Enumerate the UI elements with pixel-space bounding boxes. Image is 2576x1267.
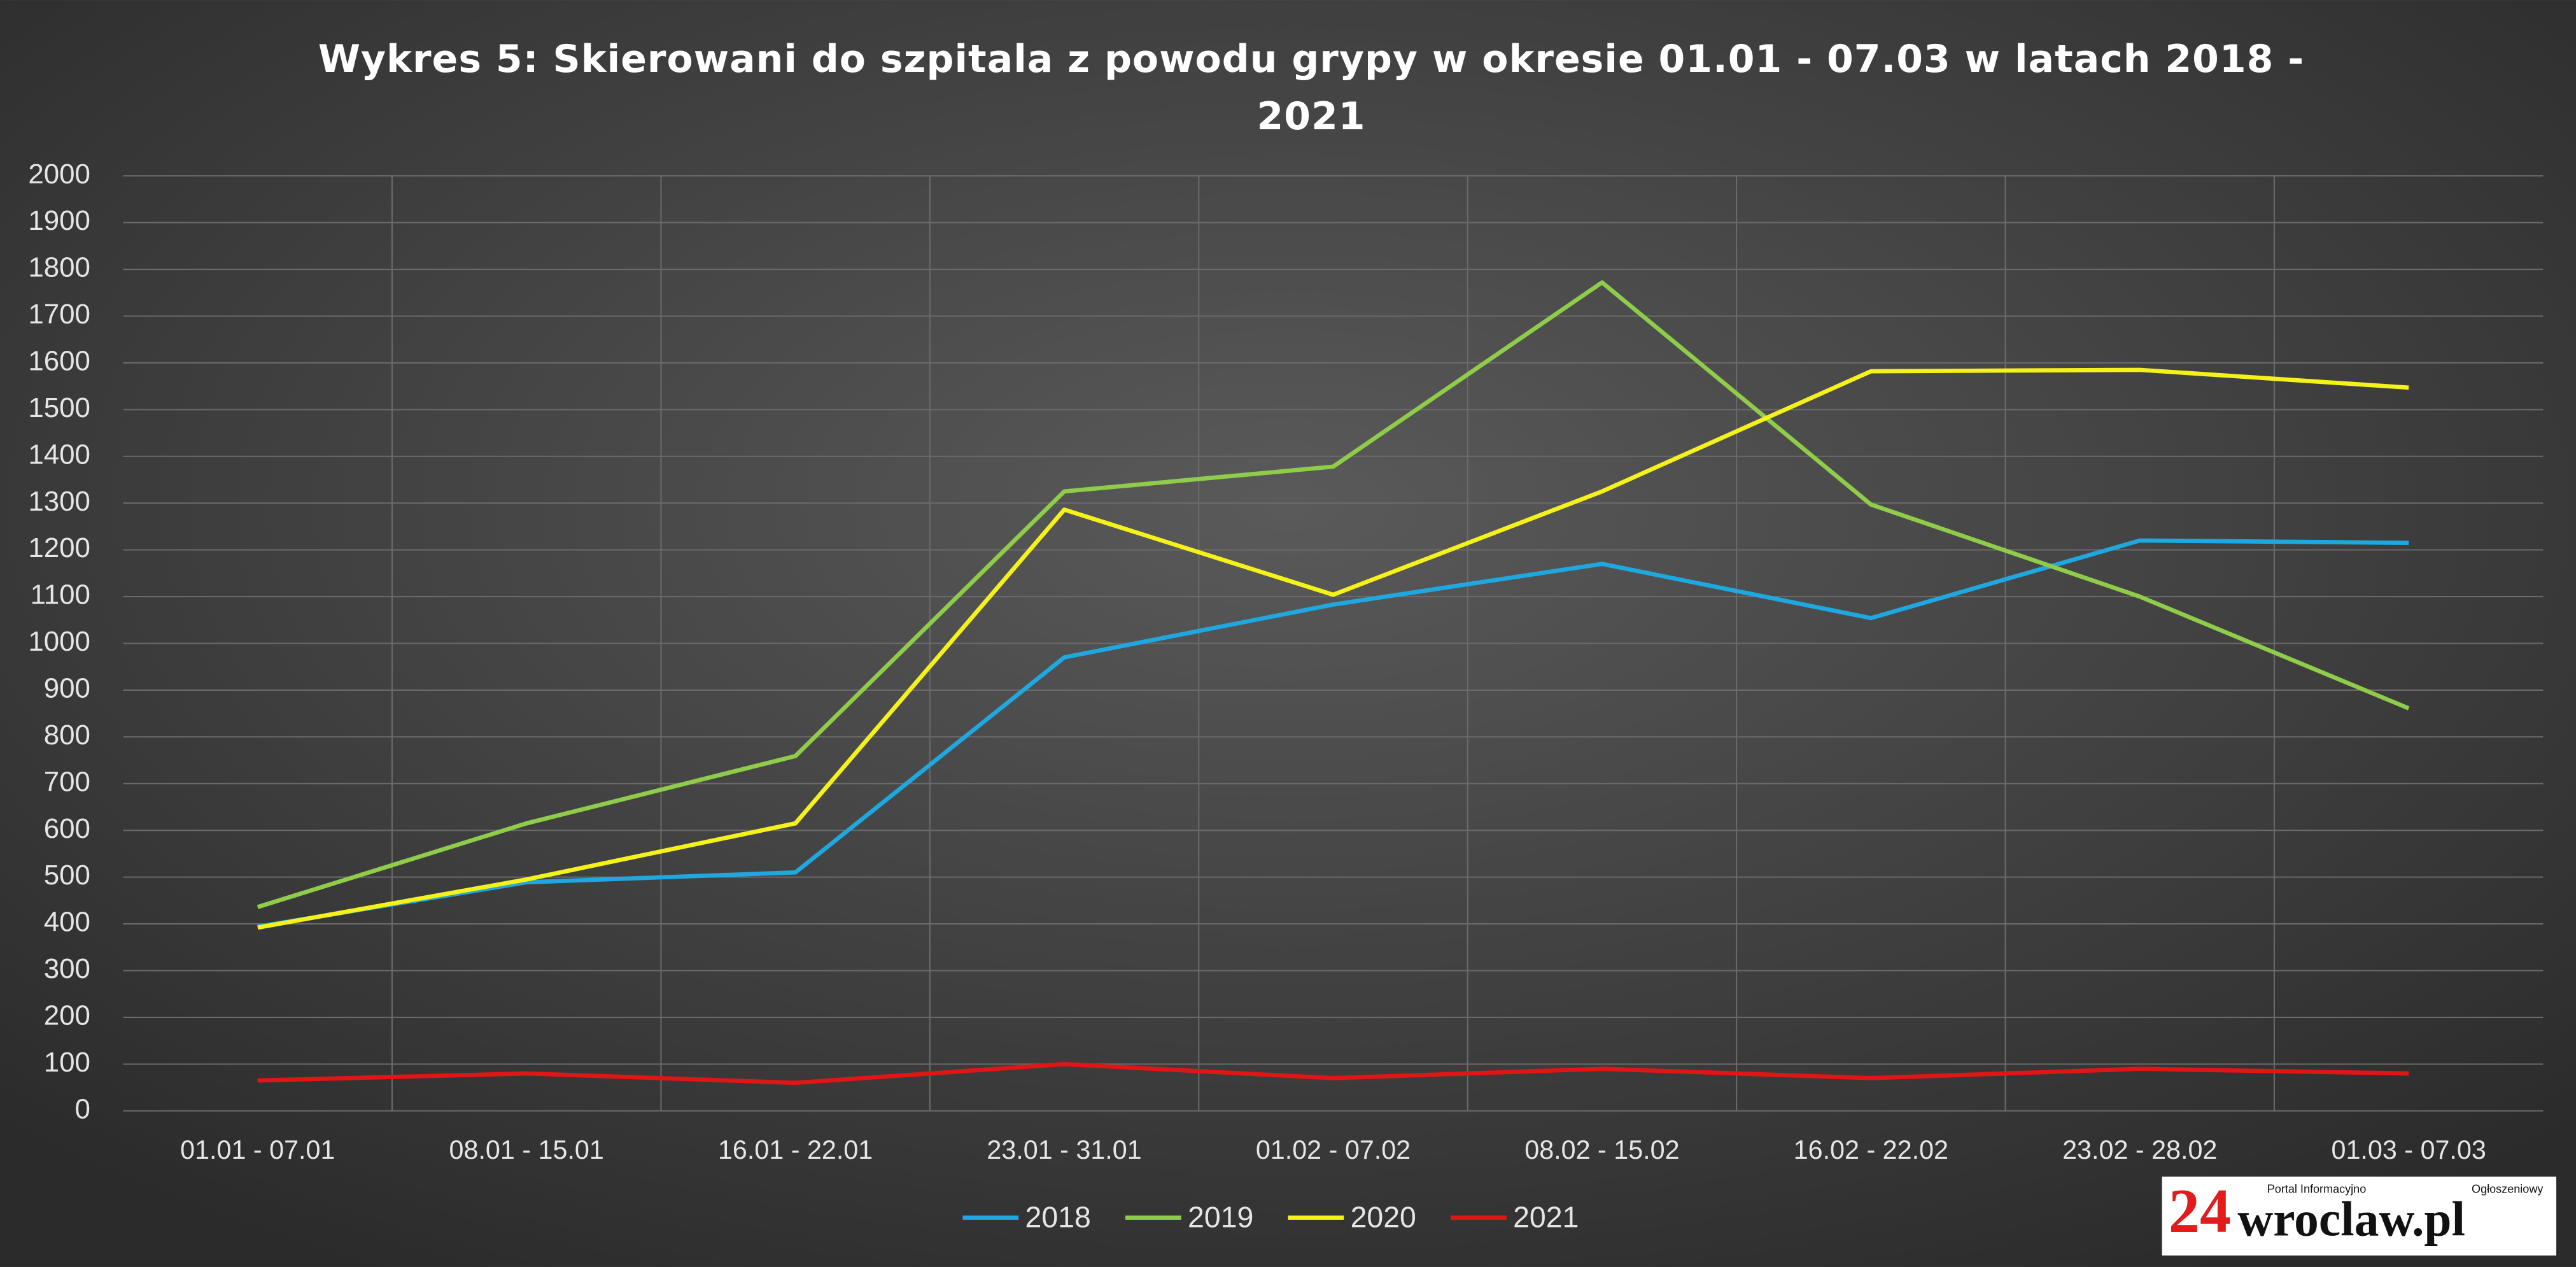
y-tick-label: 2000 <box>28 159 90 190</box>
y-tick-label: 800 <box>44 719 90 751</box>
series-line <box>257 367 2409 930</box>
y-tick-label: 1600 <box>28 346 90 377</box>
logo-name: wroclaw.pl <box>2237 1192 2465 1247</box>
y-tick-label: 1800 <box>28 252 90 283</box>
x-tick-label: 01.01 - 07.01 <box>180 1135 335 1164</box>
logo: 24 wroclaw.pl Portal Informacyjno Ogłosz… <box>2162 1177 2557 1256</box>
y-tick-label: 1900 <box>28 205 90 236</box>
x-tick-label: 08.01 - 15.01 <box>449 1135 604 1164</box>
legend-label: 2021 <box>1513 1200 1579 1233</box>
legend-label: 2018 <box>1025 1200 1091 1233</box>
logo-box <box>2162 1177 2557 1256</box>
x-tick-label: 16.01 - 22.01 <box>718 1135 873 1164</box>
y-tick-label: 1500 <box>28 392 90 423</box>
y-tick-label: 600 <box>44 813 90 844</box>
logo-tagline: Portal Informacyjno <box>2267 1182 2366 1195</box>
x-tick-label: 23.01 - 31.01 <box>987 1135 1141 1164</box>
series-line <box>257 1061 2409 1086</box>
y-tick-label: 200 <box>44 1000 90 1031</box>
series-line <box>257 280 2410 909</box>
y-tick-label: 500 <box>44 860 90 891</box>
y-tick-label: 0 <box>75 1093 90 1124</box>
y-tick-label: 1000 <box>28 626 90 657</box>
y-tick-label: 900 <box>44 673 90 704</box>
y-tick-label: 400 <box>44 907 90 938</box>
legend-label: 2019 <box>1188 1200 1253 1233</box>
y-tick-label: 1700 <box>28 299 90 330</box>
x-tick-label: 01.02 - 07.02 <box>1256 1135 1411 1164</box>
logo-tagline: Ogłoszeniowy <box>2472 1182 2543 1195</box>
x-tick-label: 01.03 - 07.03 <box>2332 1135 2486 1164</box>
y-tick-label: 300 <box>44 953 90 984</box>
logo-number: 24 <box>2169 1177 2231 1246</box>
y-tick-label: 1300 <box>28 486 90 517</box>
legend: 2018 2019 2020 2021 <box>962 1200 1579 1233</box>
y-tick-label: 1200 <box>28 532 90 563</box>
y-tick-label: 1100 <box>31 579 90 611</box>
legend-label: 2020 <box>1351 1200 1416 1233</box>
plot <box>257 280 2410 1086</box>
x-tick-label: 16.02 - 22.02 <box>1794 1135 1948 1164</box>
y-tick-label: 700 <box>44 766 90 797</box>
y-tick-label: 1400 <box>28 439 90 470</box>
x-tick-label: 08.02 - 15.02 <box>1524 1135 1679 1164</box>
y-tick-label: 100 <box>44 1047 90 1078</box>
x-tick-label: 23.02 - 28.02 <box>2062 1135 2217 1164</box>
chart-title: Wykres 5: Skierowani do szpitala z powod… <box>318 37 2305 139</box>
